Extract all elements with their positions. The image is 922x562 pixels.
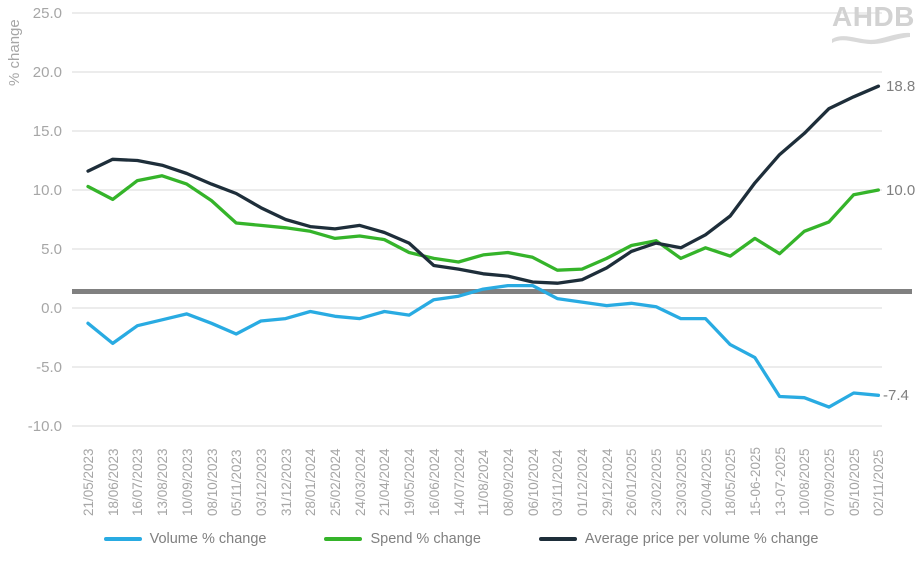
end-label-volume: -7.4 xyxy=(883,387,909,404)
y-tick-label: 25.0 xyxy=(32,5,62,22)
y-tick-label: -5.0 xyxy=(36,359,62,376)
y-tick-label: 0.0 xyxy=(41,300,62,317)
chart-legend: Volume % change Spend % change Average p… xyxy=(0,531,922,547)
x-axis-label: 08/09/2024 xyxy=(500,448,516,516)
x-axis-label: 13-07-2025 xyxy=(772,446,788,516)
x-axis-label: 31/12/2023 xyxy=(278,448,294,516)
y-tick-label: -10.0 xyxy=(27,418,62,435)
ahdb-logo-wave-icon xyxy=(832,32,910,45)
y-tick-label: 15.0 xyxy=(32,123,62,140)
series-line-volume xyxy=(86,283,881,409)
x-axis-label: 08/10/2023 xyxy=(204,448,220,516)
y-tick-label: 20.0 xyxy=(32,64,62,81)
x-axis-label: 16/07/2023 xyxy=(130,448,146,516)
x-axis-label: 23/03/2025 xyxy=(673,448,689,516)
x-axis-label: 05/11/2023 xyxy=(229,449,245,516)
x-axis-label: 28/01/2024 xyxy=(303,448,319,516)
x-axis-label: 02/11/2025 xyxy=(871,449,887,516)
x-axis-label: 25/02/2024 xyxy=(328,448,343,516)
legend-item-avg-price: Average price per volume % change xyxy=(538,531,819,547)
y-tick-label: 5.0 xyxy=(41,241,62,258)
x-axis-label: 29/12/2024 xyxy=(599,448,615,516)
y-tick-label: 10.0 xyxy=(32,182,62,199)
avg-price-line-swatch-icon xyxy=(538,537,577,541)
legend-item-spend: Spend % change xyxy=(324,531,481,547)
x-axis-label: 05/10/2025 xyxy=(846,448,862,516)
x-axis-label: 11/08/2024 xyxy=(476,449,492,516)
x-axis-label: 13/08/2023 xyxy=(155,448,171,516)
x-axis-label: 10/09/2023 xyxy=(179,448,195,516)
x-axis-label: 01/12/2024 xyxy=(575,448,590,516)
end-label-spend: 10.0 xyxy=(886,182,916,199)
legend-label-avg-price: Average price per volume % change xyxy=(584,531,819,547)
legend-label-volume: Volume % change xyxy=(149,531,267,547)
x-axis-label: 03/11/2024 xyxy=(550,449,566,516)
ahdb-logo-text: AHDB xyxy=(832,1,915,32)
x-axis-label: 19/05/2024 xyxy=(402,448,418,516)
legend-item-volume: Volume % change xyxy=(103,531,267,547)
volume-line-swatch-icon xyxy=(103,537,142,541)
spend-line-swatch-icon xyxy=(324,537,363,541)
x-axis-label: 21/04/2024 xyxy=(377,448,393,516)
x-axis-label: 06/10/2024 xyxy=(525,448,541,516)
x-axis-label: 23/02/2025 xyxy=(649,448,665,516)
series-line-avg-price xyxy=(86,84,881,285)
x-axis-label: 21/05/2023 xyxy=(81,448,96,516)
ahdb-logo: AHDB xyxy=(832,1,915,46)
x-axis-label: 14/07/2024 xyxy=(451,448,467,516)
x-axis-label: 26/01/2025 xyxy=(624,448,640,516)
x-axis-label: 16/06/2024 xyxy=(426,448,442,516)
x-axis-label: 18/06/2023 xyxy=(105,448,121,516)
x-axis-label: 10/08/2025 xyxy=(797,448,813,516)
x-axis-label: 07/09/2025 xyxy=(822,448,837,516)
x-axis-label: 15-06-2025 xyxy=(747,446,763,516)
x-axis-label: 03/12/2023 xyxy=(253,448,269,516)
series-line-spend xyxy=(86,174,881,272)
x-axis-label: 18/05/2025 xyxy=(723,448,739,516)
legend-label-spend: Spend % change xyxy=(370,531,481,547)
x-axis-label: 24/03/2024 xyxy=(352,448,368,516)
x-axis-label: 20/04/2025 xyxy=(698,448,714,516)
end-label-avg-price: 18.8 xyxy=(886,78,916,95)
